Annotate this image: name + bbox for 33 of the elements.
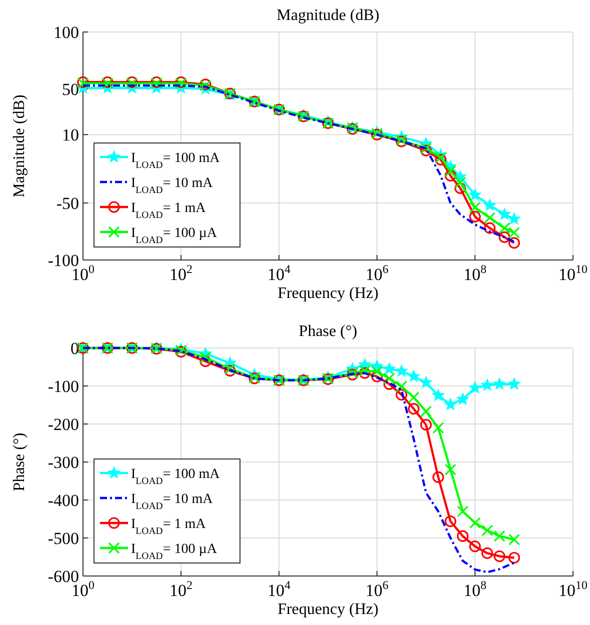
legend-label: I$_{LOAD}$= 100 µA [131, 542, 218, 562]
legend-label: I$_{LOAD}$= 100 mA [131, 467, 221, 486]
legend-label: I$_{LOAD}$= 10 mA [131, 176, 214, 196]
legend-label: I$_{LOAD}$= 100 mA [131, 151, 221, 170]
chart-title: Magnitude (dB) [276, 7, 380, 24]
y-tick-label: -400 [48, 491, 79, 510]
x-tick-label: 10$^{4}$ [268, 262, 291, 284]
legend-label: I$_{LOAD}$= 1 mA [131, 517, 207, 536]
x-tick-label: 10$^{2}$ [170, 578, 193, 600]
y-tick-label: -50 [56, 194, 79, 213]
legend-label: I$_{LOAD}$= 10 mA [131, 492, 214, 512]
x-tick-label: 10$^{2}$ [170, 262, 193, 284]
legend-label: I$_{LOAD}$= 1 mA [131, 201, 207, 220]
y-tick-label: 10 [62, 126, 79, 145]
chart-title: Phase (°) [298, 323, 358, 340]
x-axis-title: Frequency (Hz) [278, 601, 378, 618]
y-tick-label: -200 [48, 415, 79, 434]
legend-label: I$_{LOAD}$= 100 µA [131, 226, 218, 246]
x-tick-label: 10$^{10}$ [558, 262, 588, 284]
y-axis-title: Magnitude (dB) [11, 94, 28, 198]
y-tick-label: -300 [48, 453, 79, 472]
x-tick-label: 10$^{8}$ [464, 578, 487, 600]
y-tick-label: 50 [62, 80, 79, 99]
x-tick-label: 10$^{8}$ [464, 262, 487, 284]
x-tick-label: 10$^{6}$ [366, 578, 389, 600]
y-tick-label: -100 [48, 377, 79, 396]
y-tick-label: -500 [48, 529, 79, 548]
y-tick-label: 100 [54, 23, 79, 42]
y-axis-title: Phase (°) [11, 432, 28, 492]
x-axis-title: Frequency (Hz) [278, 285, 378, 302]
x-tick-label: 10$^{10}$ [558, 578, 588, 600]
x-tick-label: 10$^{4}$ [268, 578, 291, 600]
x-tick-label: 10$^{6}$ [366, 262, 389, 284]
